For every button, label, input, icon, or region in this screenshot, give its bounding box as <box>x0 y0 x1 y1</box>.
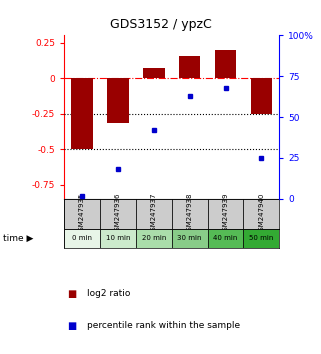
Bar <box>107 78 129 124</box>
Bar <box>208 229 243 248</box>
Bar <box>136 199 172 229</box>
Bar <box>100 199 136 229</box>
Text: GSM247938: GSM247938 <box>187 193 193 235</box>
Bar <box>143 68 165 78</box>
Text: ■: ■ <box>67 289 77 299</box>
Bar <box>243 229 279 248</box>
Bar <box>243 199 279 229</box>
Bar <box>64 229 100 248</box>
Text: log2 ratio: log2 ratio <box>87 289 130 298</box>
Text: GSM247936: GSM247936 <box>115 193 121 235</box>
Text: ■: ■ <box>67 321 77 331</box>
Text: 30 min: 30 min <box>178 235 202 241</box>
Text: 20 min: 20 min <box>142 235 166 241</box>
Bar <box>172 199 208 229</box>
Text: GSM247940: GSM247940 <box>258 193 265 235</box>
Text: time ▶: time ▶ <box>3 234 34 243</box>
Text: 50 min: 50 min <box>249 235 273 241</box>
Text: GSM247935: GSM247935 <box>79 193 85 235</box>
Bar <box>208 199 243 229</box>
Bar <box>251 78 272 114</box>
Bar <box>172 229 208 248</box>
Bar <box>100 229 136 248</box>
Text: percentile rank within the sample: percentile rank within the sample <box>87 321 240 330</box>
Text: 40 min: 40 min <box>213 235 238 241</box>
Bar <box>215 50 236 78</box>
Text: 10 min: 10 min <box>106 235 130 241</box>
Bar <box>71 78 93 149</box>
Text: 0 min: 0 min <box>72 235 92 241</box>
Bar <box>136 229 172 248</box>
Text: GDS3152 / ypzC: GDS3152 / ypzC <box>110 18 211 31</box>
Text: GSM247939: GSM247939 <box>222 193 229 235</box>
Bar <box>179 56 200 78</box>
Bar <box>64 199 100 229</box>
Text: GSM247937: GSM247937 <box>151 193 157 235</box>
